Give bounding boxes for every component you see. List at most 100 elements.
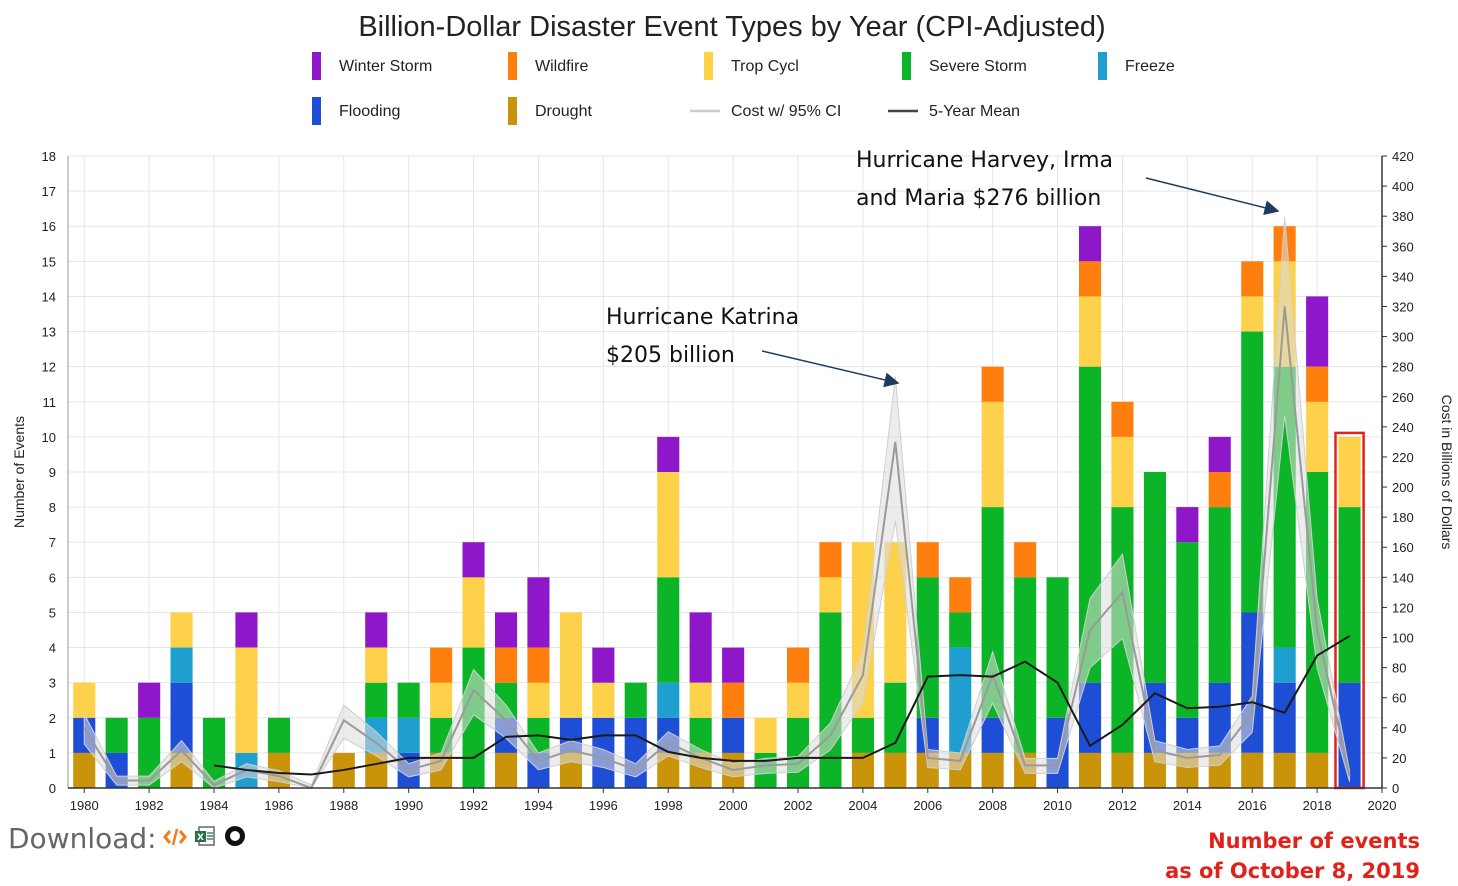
bar-freeze — [397, 717, 420, 753]
legend-swatch — [508, 97, 517, 125]
bar-trop-cycl — [884, 542, 907, 683]
footnote-line1: Number of events — [1208, 829, 1420, 853]
x-tick: 2014 — [1173, 798, 1202, 813]
y-tick-right: 280 — [1392, 360, 1414, 375]
legend-swatch — [704, 52, 713, 80]
annotation-katrina-text: Hurricane Katrina — [606, 305, 799, 330]
legend-label: Flooding — [339, 103, 400, 120]
bar-trop-cycl — [527, 682, 550, 718]
bar-drought — [981, 752, 1004, 788]
bar-trop-cycl — [365, 647, 388, 683]
bar-winter-storm — [592, 647, 615, 683]
axes: 0123456789101112131415161718020406080100… — [11, 149, 1455, 813]
bar-winter-storm — [1208, 436, 1231, 472]
bar-flooding — [170, 682, 193, 753]
legend-label: 5-Year Mean — [929, 103, 1020, 120]
bar-trop-cycl — [657, 472, 680, 578]
y-tick-left: 12 — [42, 360, 56, 375]
bar-wildfire — [527, 647, 550, 683]
bar-winter-storm — [462, 542, 485, 578]
legend-label: Wildfire — [535, 58, 588, 75]
excel-icon[interactable]: X — [193, 822, 217, 855]
bar-drought — [365, 752, 388, 788]
bar-trop-cycl — [170, 612, 193, 648]
bar-severe-storm — [1143, 472, 1166, 683]
bar-drought — [1111, 752, 1134, 788]
legend-swatch — [312, 52, 321, 80]
bar-severe-storm — [1176, 542, 1199, 718]
bar-freeze — [1273, 647, 1296, 683]
bar-winter-storm — [722, 647, 745, 683]
bar-freeze — [949, 647, 972, 753]
bar-severe-storm — [1046, 577, 1069, 718]
x-tick: 2002 — [784, 798, 813, 813]
y-tick-right: 340 — [1392, 269, 1414, 284]
y-tick-right: 220 — [1392, 450, 1414, 465]
bar-drought — [851, 752, 874, 788]
bar-trop-cycl — [430, 682, 453, 718]
y-tick-right: 380 — [1392, 209, 1414, 224]
legend-swatch — [1098, 52, 1107, 80]
y-tick-right: 200 — [1392, 480, 1414, 495]
bar-winter-storm — [657, 436, 680, 472]
y-tick-left: 2 — [49, 711, 56, 726]
y-tick-right: 100 — [1392, 631, 1414, 646]
y-tick-right: 140 — [1392, 570, 1414, 585]
x-tick: 2010 — [1043, 798, 1072, 813]
legend-label: Trop Cycl — [731, 58, 799, 75]
bar-drought — [1241, 752, 1264, 788]
bar-wildfire — [787, 647, 810, 683]
y-tick-right: 360 — [1392, 239, 1414, 254]
annotation-harvey-arrow — [1145, 177, 1280, 216]
bar-drought — [884, 752, 907, 788]
bar-winter-storm — [1079, 226, 1102, 262]
y-tick-left: 4 — [49, 641, 56, 656]
y-tick-right: 160 — [1392, 540, 1414, 555]
bar-trop-cycl — [1111, 436, 1134, 508]
x-tick: 2000 — [719, 798, 748, 813]
x-tick: 1984 — [200, 798, 229, 813]
code-icon[interactable] — [162, 822, 187, 855]
footnote-line2: as of October 8, 2019 — [1165, 859, 1420, 883]
y-tick-right: 20 — [1392, 751, 1406, 766]
x-tick: 1998 — [654, 798, 683, 813]
bar-wildfire — [430, 647, 453, 683]
x-tick: 1986 — [264, 798, 293, 813]
x-tick: 2008 — [978, 798, 1007, 813]
y-tick-left: 14 — [42, 289, 56, 304]
y-tick-left: 11 — [43, 395, 57, 410]
x-tick: 2006 — [913, 798, 942, 813]
lines — [83, 216, 1351, 790]
image-icon[interactable] — [223, 822, 247, 855]
y-tick-right: 0 — [1392, 781, 1399, 796]
bar-winter-storm — [689, 612, 712, 683]
bar-drought — [657, 752, 680, 788]
bar-trop-cycl — [787, 682, 810, 718]
bar-winter-storm — [365, 612, 388, 648]
bar-wildfire — [819, 542, 842, 578]
y-tick-left: 8 — [49, 500, 56, 515]
y-tick-left: 6 — [49, 570, 56, 585]
bar-severe-storm — [819, 612, 842, 788]
y-tick-right: 80 — [1392, 661, 1406, 676]
y-tick-left: 7 — [49, 535, 56, 550]
x-tick: 2016 — [1238, 798, 1267, 813]
bar-trop-cycl — [819, 577, 842, 613]
bar-trop-cycl — [1079, 296, 1102, 367]
x-tick: 1980 — [70, 798, 99, 813]
bar-flooding — [722, 717, 745, 753]
bar-winter-storm — [527, 577, 550, 648]
legend-label: Winter Storm — [339, 58, 432, 75]
bar-wildfire — [916, 542, 939, 578]
bar-severe-storm — [1208, 507, 1231, 683]
legend-swatch — [312, 97, 321, 125]
bar-freeze — [657, 682, 680, 718]
bar-drought — [1273, 752, 1296, 788]
y-tick-right: 420 — [1392, 149, 1414, 164]
bar-flooding — [624, 717, 647, 788]
bar-flooding — [1208, 682, 1231, 753]
bar-trop-cycl — [754, 717, 777, 753]
y-tick-right: 260 — [1392, 390, 1414, 405]
bar-winter-storm — [138, 682, 161, 718]
x-tick: 1996 — [589, 798, 618, 813]
